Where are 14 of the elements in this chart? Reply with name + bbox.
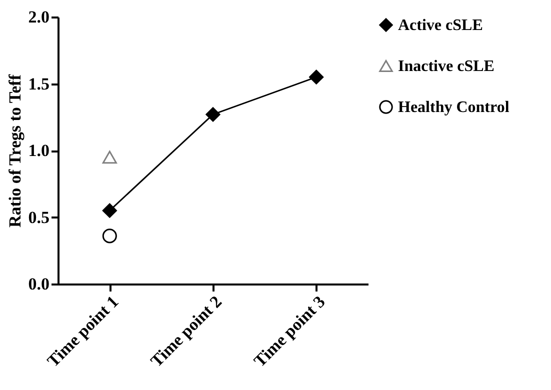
y-tick-label: 1.0 xyxy=(28,141,50,160)
point xyxy=(102,203,117,218)
y-tick-label: 1.5 xyxy=(28,74,50,94)
y-axis-title: Ratio of Tregs to Teff xyxy=(5,74,24,228)
legend-label: Inactive cSLE xyxy=(398,58,494,75)
y-tick-label: 0.0 xyxy=(28,274,50,294)
point xyxy=(309,70,324,84)
y-tick-label: 2.0 xyxy=(28,8,50,26)
legend-label: Active cSLE xyxy=(398,17,483,34)
y-tick-label: 0.5 xyxy=(28,208,50,227)
point xyxy=(206,107,220,122)
point xyxy=(102,228,117,244)
legend-label: Healthy Control xyxy=(398,99,510,116)
point xyxy=(102,150,117,164)
